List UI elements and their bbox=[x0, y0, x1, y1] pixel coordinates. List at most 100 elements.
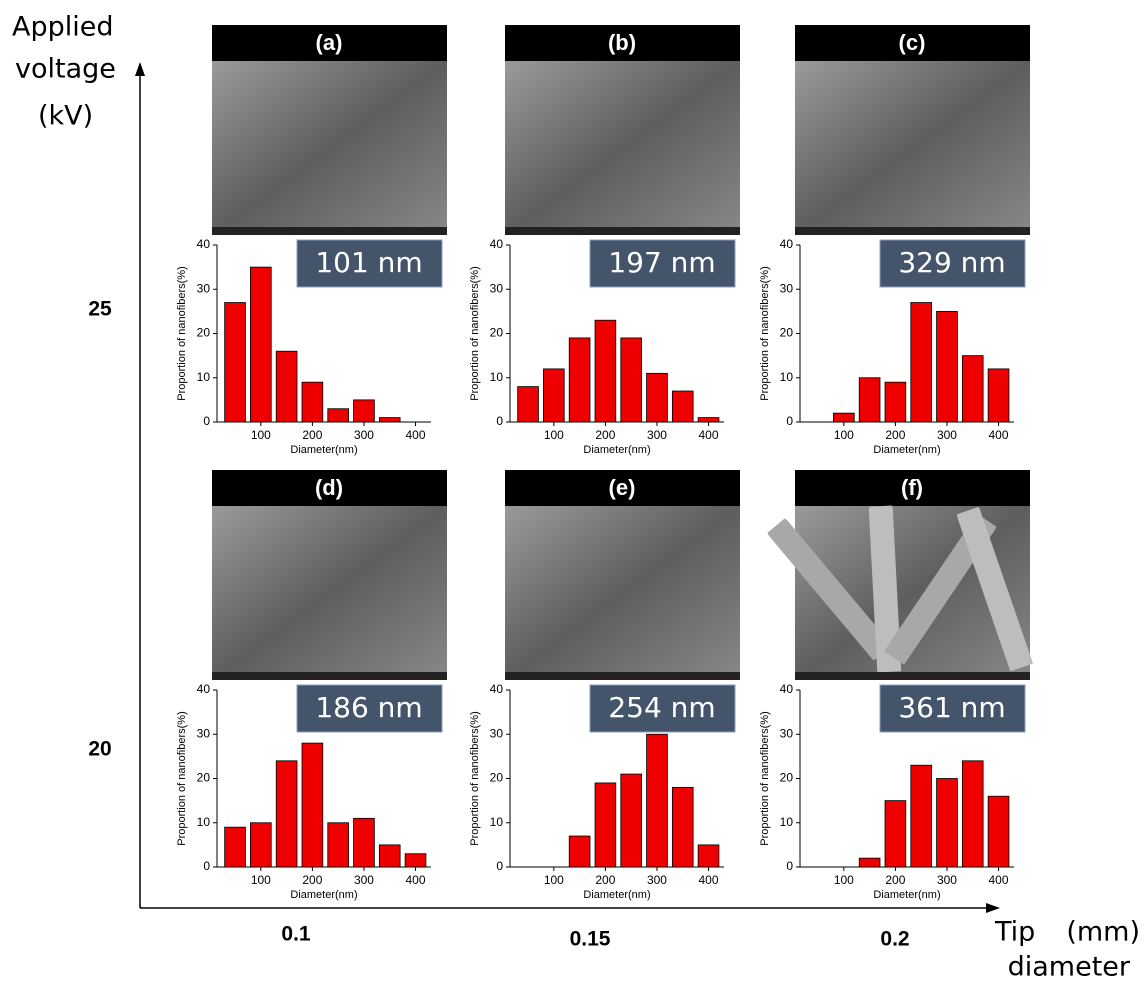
arrow bbox=[135, 62, 145, 76]
bar bbox=[379, 845, 400, 867]
y-tick-label: 0 bbox=[786, 414, 793, 428]
arrow bbox=[986, 903, 1000, 913]
x-tick-label: 200 bbox=[885, 428, 905, 442]
x-tick-label: 400 bbox=[699, 873, 719, 887]
x-axis-label: Diameter(nm) bbox=[290, 444, 357, 456]
bar bbox=[379, 418, 400, 422]
bar bbox=[276, 351, 297, 422]
x-tick-label: 300 bbox=[354, 428, 374, 442]
mean-label: 254 nm bbox=[608, 691, 715, 724]
x-tick-label: 200 bbox=[302, 873, 322, 887]
x-tick-label: 100 bbox=[834, 428, 854, 442]
y-tick-label: 10 bbox=[780, 370, 794, 384]
sem-info-strip bbox=[795, 672, 1030, 680]
bar bbox=[328, 823, 349, 867]
x-axis-label: Tip bbox=[994, 917, 1035, 948]
y-tick-label: 0 bbox=[203, 414, 210, 428]
mean-label: 329 nm bbox=[898, 246, 1005, 279]
x-tick-label: 400 bbox=[406, 428, 426, 442]
bar bbox=[518, 387, 539, 422]
y-axis-label: Applied bbox=[12, 12, 114, 43]
bar bbox=[225, 827, 246, 867]
sem-info-strip bbox=[212, 227, 447, 235]
x-tick-label: 200 bbox=[302, 428, 322, 442]
y-tick-label: 0 bbox=[496, 414, 503, 428]
y-axis-label: voltage bbox=[15, 54, 116, 85]
x-level: 0.2 bbox=[880, 928, 909, 951]
x-tick-label: 100 bbox=[834, 873, 854, 887]
x-tick-label: 400 bbox=[989, 428, 1009, 442]
y-tick-label: 10 bbox=[197, 815, 211, 829]
mean-label: 197 nm bbox=[608, 246, 715, 279]
x-tick-label: 300 bbox=[937, 428, 957, 442]
bar bbox=[885, 382, 906, 422]
x-tick-label: 100 bbox=[251, 428, 271, 442]
y-tick-label: 10 bbox=[490, 370, 504, 384]
bar bbox=[937, 311, 958, 422]
x-axis-label: diameter bbox=[1008, 952, 1131, 983]
y-axis-label: Proportion of nanofibers(%) bbox=[469, 266, 481, 401]
bar bbox=[911, 765, 932, 867]
x-tick-label: 400 bbox=[699, 428, 719, 442]
bar bbox=[833, 413, 854, 422]
panel-label: (a) bbox=[316, 30, 343, 55]
y-tick-label: 30 bbox=[490, 281, 504, 295]
mean-label: 361 nm bbox=[898, 691, 1005, 724]
x-axis-label: Diameter(nm) bbox=[873, 444, 940, 456]
panel-label: (f) bbox=[901, 475, 923, 500]
panel-label: (d) bbox=[315, 475, 343, 500]
bar bbox=[543, 369, 564, 422]
bar bbox=[569, 836, 590, 867]
sem-image bbox=[505, 506, 740, 680]
y-tick-label: 20 bbox=[780, 326, 794, 340]
bar bbox=[885, 801, 906, 867]
x-level: 0.15 bbox=[570, 928, 611, 951]
y-tick-label: 20 bbox=[780, 771, 794, 785]
sem-image bbox=[212, 61, 447, 235]
bar bbox=[250, 267, 271, 422]
bar bbox=[569, 338, 590, 422]
y-axis-label: Proportion of nanofibers(%) bbox=[176, 266, 188, 401]
x-tick-label: 100 bbox=[251, 873, 271, 887]
mean-label: 186 nm bbox=[315, 691, 422, 724]
bar bbox=[595, 783, 616, 867]
x-axis-label: Diameter(nm) bbox=[290, 889, 357, 901]
x-tick-label: 300 bbox=[647, 873, 667, 887]
y-level: 20 bbox=[88, 738, 111, 761]
bar bbox=[302, 382, 323, 422]
sem-image bbox=[212, 506, 447, 680]
bar bbox=[937, 779, 958, 868]
y-tick-label: 10 bbox=[197, 370, 211, 384]
y-tick-label: 40 bbox=[197, 682, 211, 696]
y-tick-label: 40 bbox=[490, 682, 504, 696]
sem-image bbox=[505, 61, 740, 235]
x-tick-label: 300 bbox=[354, 873, 374, 887]
x-axis-label: Diameter(nm) bbox=[873, 889, 940, 901]
bar bbox=[621, 774, 642, 867]
y-tick-label: 40 bbox=[490, 237, 504, 251]
bar bbox=[672, 787, 693, 867]
panel-label: (e) bbox=[609, 475, 636, 500]
y-tick-label: 0 bbox=[786, 859, 793, 873]
bar bbox=[595, 320, 616, 422]
bar bbox=[405, 854, 426, 867]
x-axis-unit: (mm) bbox=[1066, 917, 1140, 948]
x-level: 0.1 bbox=[281, 923, 311, 946]
bar bbox=[250, 823, 271, 867]
bar bbox=[962, 761, 983, 867]
y-tick-label: 0 bbox=[203, 859, 210, 873]
y-tick-label: 10 bbox=[490, 815, 504, 829]
x-tick-label: 200 bbox=[595, 873, 615, 887]
bar bbox=[962, 356, 983, 422]
y-axis-label: Proportion of nanofibers(%) bbox=[759, 266, 771, 401]
x-tick-label: 300 bbox=[647, 428, 667, 442]
y-tick-label: 30 bbox=[197, 281, 211, 295]
bar bbox=[911, 303, 932, 422]
y-tick-label: 0 bbox=[496, 859, 503, 873]
x-tick-label: 100 bbox=[544, 873, 564, 887]
bar bbox=[859, 378, 880, 422]
y-axis-label: Proportion of nanofibers(%) bbox=[759, 711, 771, 846]
bar bbox=[698, 845, 719, 867]
panel-label: (c) bbox=[899, 30, 926, 55]
sem-info-strip bbox=[212, 672, 447, 680]
